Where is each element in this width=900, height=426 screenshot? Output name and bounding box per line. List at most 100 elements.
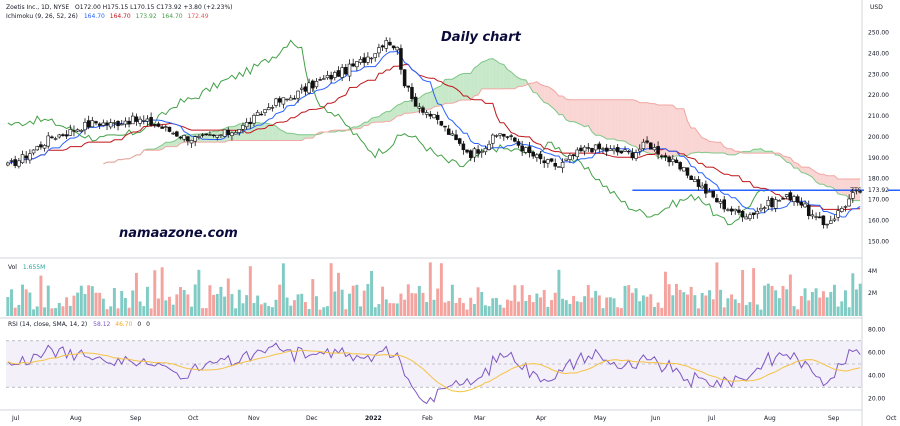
candle-body (759, 207, 763, 211)
candle-body (770, 198, 774, 208)
candle-body (663, 155, 668, 158)
volume-bar (814, 288, 818, 316)
volume-bar (234, 308, 238, 316)
volume-bar (417, 285, 421, 316)
candle-body (325, 74, 330, 79)
volume-bar (737, 303, 741, 316)
cloud-segment (621, 99, 626, 142)
volume-bar (605, 297, 609, 316)
price-tick-label: 150.00 (868, 238, 889, 245)
cloud-segment (753, 149, 758, 154)
candle-body (406, 85, 411, 88)
candle-body (57, 134, 62, 138)
cloud-segment (489, 58, 493, 89)
volume-bar (697, 308, 700, 316)
volume-bar (370, 270, 374, 316)
volume-bar (241, 303, 245, 316)
cloud-segment (257, 122, 262, 141)
candle-body (101, 122, 106, 126)
volume-bar (799, 296, 803, 316)
candle-body (314, 81, 319, 88)
candle-body (13, 159, 17, 166)
candle-body (648, 142, 653, 150)
candle-body (432, 114, 436, 119)
volume-bar (127, 307, 131, 316)
volume-bar (381, 286, 385, 316)
cloud-segment (511, 71, 515, 89)
candle-body (50, 136, 54, 139)
cloud-segment (731, 148, 736, 155)
candle-body (156, 123, 161, 127)
candle-body (61, 134, 65, 136)
cloud-segment (812, 169, 817, 182)
candle-body (520, 145, 524, 152)
candle-body (682, 167, 686, 172)
candle-body (160, 126, 164, 129)
cloud-segment (709, 141, 714, 153)
cloud-segment (217, 129, 221, 143)
candle-body (748, 214, 752, 219)
candle-body (626, 150, 631, 153)
cloud-segment (808, 167, 813, 178)
volume-bar (517, 301, 520, 316)
rsi-ma-line (7, 349, 861, 393)
volume-bar (700, 292, 704, 316)
cloud-segment (588, 99, 592, 132)
volume-bar (208, 285, 212, 316)
volume-bar (72, 295, 76, 316)
volume-bar (252, 303, 256, 316)
rsi-tick-label: 80.00 (868, 326, 885, 333)
candle-body (193, 136, 197, 142)
volume-bar (542, 289, 546, 316)
candle-body (560, 162, 565, 169)
candle-body (612, 148, 616, 152)
candle-body (204, 133, 208, 136)
volume-bar (616, 307, 620, 316)
volume-bar (35, 306, 39, 316)
volume-bar (843, 290, 847, 316)
cloud-segment (702, 137, 706, 153)
price-tick-label: 240.00 (868, 50, 889, 57)
candle-body (549, 158, 554, 162)
volume-bar (652, 306, 656, 316)
candle-body (479, 151, 484, 153)
volume-legend: Vol 1.655M (8, 264, 45, 271)
cloud-segment (680, 108, 684, 156)
cloud-segment (617, 99, 622, 141)
price-tick-label: 220.00 (868, 92, 889, 99)
cloud-segment (625, 99, 629, 144)
cloud-segment (639, 102, 644, 152)
candle-body (660, 155, 664, 157)
cloud-segment (283, 131, 288, 141)
volume-bar (579, 302, 583, 316)
cloud-segment (305, 134, 310, 139)
time-tick-label: Jul (11, 415, 20, 422)
volume-bar (741, 269, 745, 316)
cloud-segment (606, 99, 611, 140)
volume-bar (28, 292, 32, 316)
time-tick-label: Sep (828, 415, 840, 422)
volume-bar (318, 309, 322, 316)
candle-body (292, 98, 297, 100)
volume-bar (120, 290, 124, 316)
site-watermark: namaazone.com (119, 226, 238, 241)
candle-body (582, 146, 587, 152)
volume-bar (179, 286, 182, 316)
cloud-segment (841, 179, 846, 196)
candle-body (108, 122, 113, 128)
volume-bar (851, 273, 855, 316)
cloud-segment (687, 120, 692, 156)
cloud-segment (716, 142, 721, 153)
volume-bar (366, 284, 370, 316)
candle-body (593, 144, 598, 151)
cloud-segment (360, 122, 365, 129)
candle-body (252, 114, 256, 124)
cloud-segment (540, 84, 545, 103)
time-tick-label: 2022 (365, 415, 382, 422)
candle-body (623, 149, 627, 152)
volume-bar (190, 306, 193, 316)
candle-body (303, 86, 308, 92)
time-tick-label: Aug (70, 415, 82, 422)
cloud-segment (246, 122, 251, 141)
cloud-segment (276, 125, 280, 141)
